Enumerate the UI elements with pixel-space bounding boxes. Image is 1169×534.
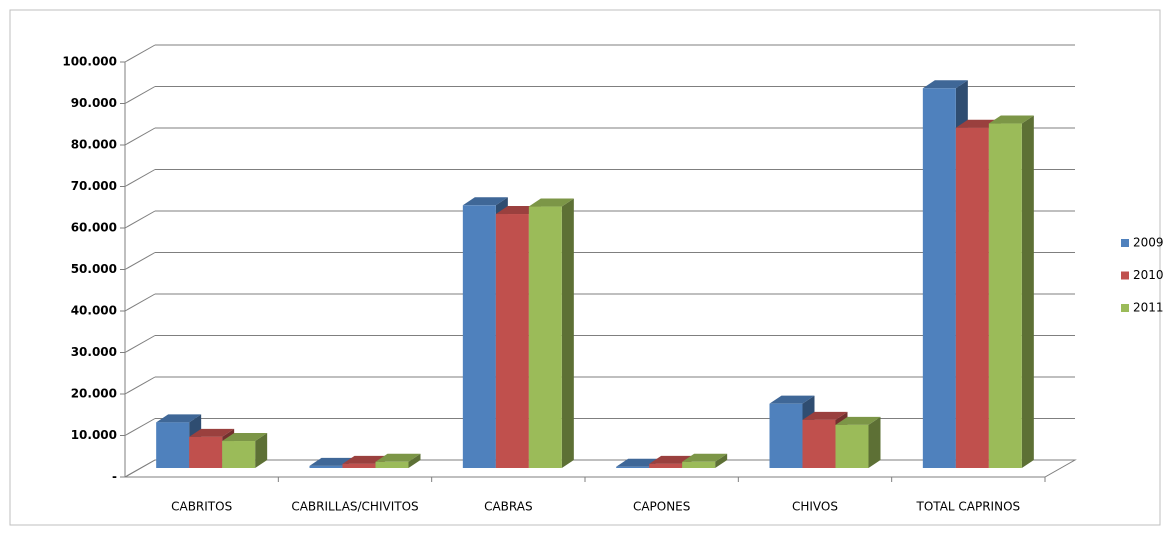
bar-top (682, 453, 728, 462)
grid-diagonal (124, 169, 156, 187)
grid-diagonal (124, 210, 156, 229)
bar-top (835, 416, 881, 425)
grid-diagonal (124, 376, 156, 395)
grid-diagonal (124, 252, 156, 270)
bar (222, 441, 256, 468)
x-tick-label: CHIVOS (792, 500, 838, 514)
bar-top (988, 115, 1034, 124)
y-tick-label: 50.000 (71, 262, 117, 276)
y-tick-label: 20.000 (71, 387, 117, 401)
bar (649, 463, 683, 468)
legend-label: 2009 (1133, 236, 1164, 250)
bar-side (715, 453, 728, 468)
bar-top (375, 453, 421, 462)
grid-diagonal (124, 127, 156, 146)
bar-top (189, 428, 235, 437)
legend-swatch (1121, 239, 1129, 247)
bar (189, 436, 223, 468)
grid-diagonal (124, 335, 156, 353)
bar-top (222, 433, 268, 442)
grid-diagonal (124, 418, 156, 436)
bar (375, 461, 409, 468)
bar-top (528, 198, 574, 207)
x-tick-label: CABRITOS (171, 500, 232, 514)
y-tick-label: - (112, 470, 117, 484)
bar (922, 88, 956, 469)
bar (682, 461, 716, 468)
y-tick-label: 60.000 (71, 221, 117, 235)
bar-top (156, 414, 202, 423)
bar-side (868, 416, 881, 468)
y-tick-label: 70.000 (71, 179, 117, 193)
bar (309, 465, 343, 468)
bar (616, 466, 650, 468)
legend-label: 2010 (1133, 268, 1164, 282)
bar (988, 123, 1022, 469)
legend-swatch (1121, 304, 1129, 312)
bar-top (802, 411, 848, 420)
bar-top (769, 395, 815, 404)
bar (462, 205, 496, 468)
legend-swatch (1121, 271, 1129, 280)
bar (835, 424, 869, 468)
bar (769, 403, 803, 468)
x-tick-label: TOTAL CAPRINOS (916, 500, 1021, 514)
x-tick-label: CAPONES (633, 500, 690, 514)
bar-side (1021, 115, 1034, 469)
bar-top (922, 80, 968, 89)
y-tick-label: 90.000 (71, 96, 117, 110)
bar (156, 422, 190, 468)
bar (955, 127, 989, 468)
grid-diagonal (124, 293, 156, 312)
bar (495, 214, 529, 468)
x-tick-label: CABRILLAS/CHIVITOS (291, 500, 418, 514)
x-tick-label: CABRAS (484, 500, 533, 514)
bar (342, 463, 376, 468)
bar (802, 419, 836, 468)
grid-diagonal (124, 86, 156, 104)
legend-label: 2011 (1133, 301, 1164, 315)
bar-side (255, 433, 268, 468)
y-tick-label: 80.000 (71, 138, 117, 152)
y-tick-label: 100.000 (62, 55, 117, 69)
y-tick-label: 30.000 (71, 345, 117, 359)
bar-top (462, 197, 508, 206)
bar-side (561, 198, 574, 469)
y-tick-label: 40.000 (71, 304, 117, 318)
grid-diagonal (124, 459, 156, 478)
bar-side (408, 453, 421, 468)
grid-diagonal (124, 44, 156, 63)
bar (528, 206, 562, 469)
y-tick-label: 10.000 (71, 428, 117, 442)
